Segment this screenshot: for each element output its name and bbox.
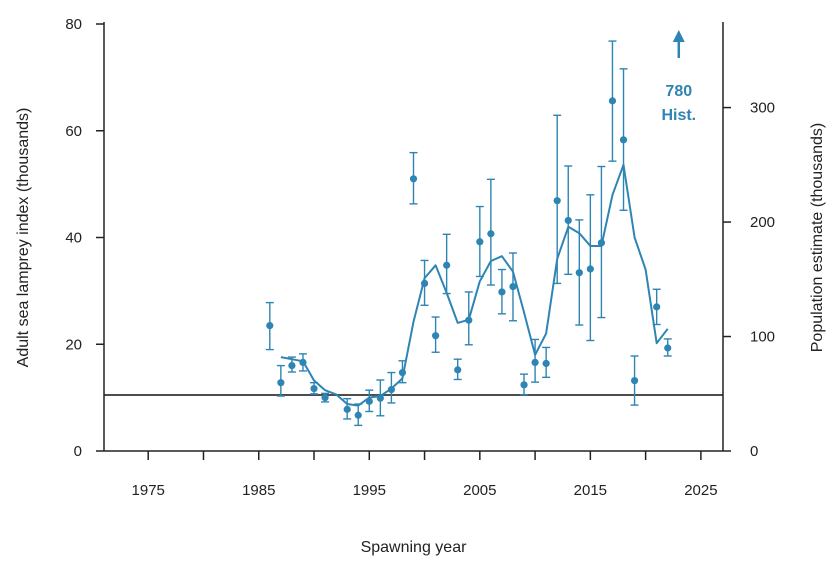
y-right-tick-label: 200 [750,214,775,231]
index-point [586,265,594,273]
y-right-tick-label: 0 [750,443,758,460]
index-point [343,405,351,413]
index-point [619,136,628,144]
index-point [443,261,451,269]
axes-group: 1975 1985 1995 2005 2015 2025 0 20 40 60 80 0 100 200… [65,16,775,499]
index-point [266,321,274,330]
x-axis-title: Spawning year [361,539,468,556]
index-point [553,197,561,205]
index-point [376,394,384,402]
x-tick-label: 2025 [684,482,717,499]
y-axis-right-title: Population estimate (thousands) [809,123,826,352]
y-left-tick-label: 20 [65,336,82,353]
index-point [509,283,517,291]
index-point [608,97,617,105]
index-point [299,358,307,366]
index-point [321,394,329,402]
index-point [398,368,407,377]
index-point [420,279,429,288]
index-point [564,216,572,225]
x-tick-label: 1985 [242,482,275,499]
index-point [454,366,462,374]
x-tick-label: 1995 [353,482,386,499]
index-point [288,362,296,370]
index-point [432,332,440,340]
index-point [409,175,418,183]
index-point [487,230,495,238]
index-points-group [265,40,672,427]
index-point [630,376,639,385]
index-point [476,238,484,246]
index-point [277,379,285,387]
x-tick-label: 2005 [463,482,496,499]
y-right-tick-label: 100 [750,329,775,346]
population-line-group [280,163,669,407]
x-tick-label: 2015 [574,482,607,499]
y-left-tick-label: 0 [74,443,82,460]
index-point [531,358,539,366]
index-point [575,269,583,277]
index-point [365,397,373,405]
index-point [664,344,672,352]
index-point [387,386,395,394]
index-point [653,303,661,311]
up-arrow-icon [672,30,685,42]
y-left-tick-label: 40 [65,230,82,247]
index-point [597,239,606,247]
annotation-780-label: 780 [665,83,692,100]
population-estimate-line [280,163,669,407]
y-axis-left-title: Adult sea lamprey index (thousands) [15,108,32,368]
annotation-group: 780 Hist. [661,30,696,124]
y-left-tick-label: 80 [65,16,82,33]
annotation-hist-label: Hist. [661,107,696,124]
index-point [310,384,318,393]
index-point [542,359,550,368]
index-point [465,316,473,324]
index-point [520,381,528,389]
index-point [354,411,362,419]
y-left-tick-label: 60 [65,123,82,140]
y-right-tick-label: 300 [750,100,775,117]
x-tick-label: 1975 [132,482,165,499]
index-point [498,288,506,296]
